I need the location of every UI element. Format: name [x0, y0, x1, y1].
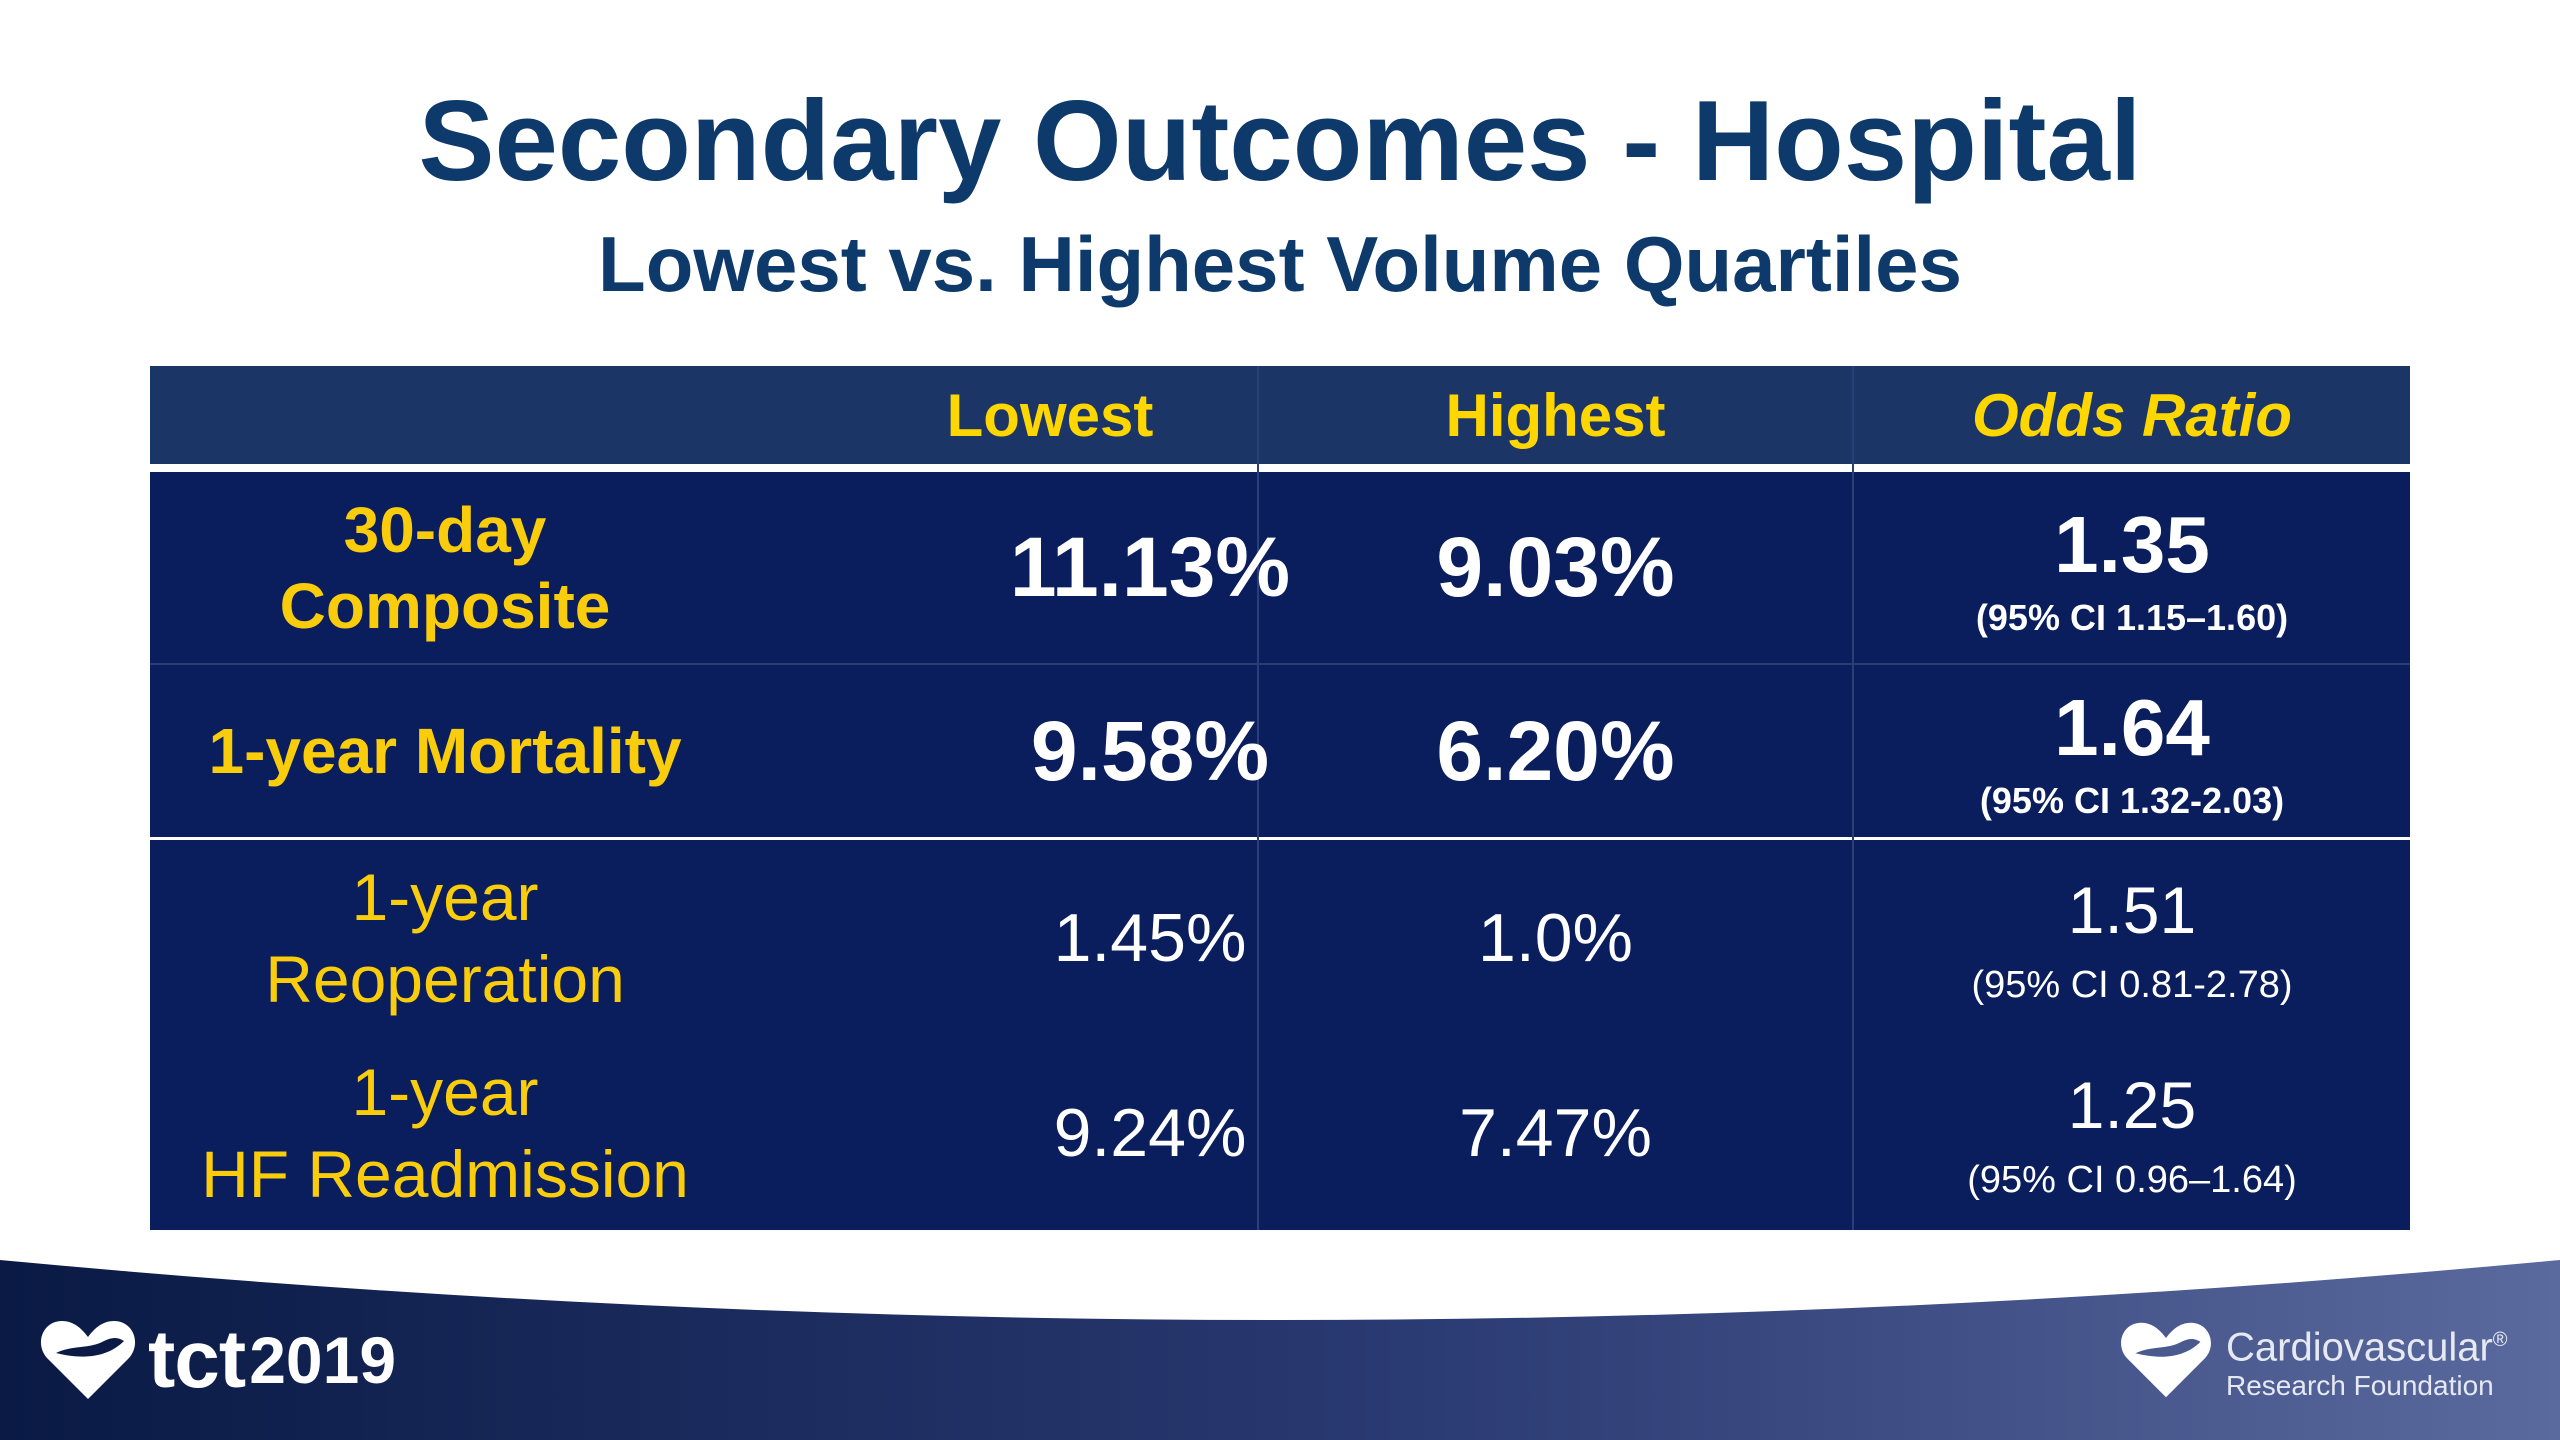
row-label-1-year-hf-readmission: 1-year HF Readmission [150, 1035, 740, 1230]
odds-ratio-value: 1.51 [2067, 873, 2197, 947]
table-header-row [150, 366, 2410, 464]
header-odds-ratio: Odds Ratio [1971, 381, 2292, 449]
tct-logo: tct 2019 [38, 1310, 396, 1410]
crf-logo-subtitle: Research Foundation [2226, 1369, 2494, 1401]
confidence-interval: (95% CI 0.81-2.78) [1971, 964, 2293, 1006]
row-label-line1: 1-year [351, 859, 539, 934]
crf-logo-name: Cardiovascular® [2226, 1325, 2508, 1370]
section-separator [150, 837, 2410, 840]
confidence-interval: (95% CI 0.96–1.64) [1967, 1159, 2297, 1201]
tct-logo-text: tct [148, 1314, 246, 1405]
row-label-1-year-reoperation: 1-year Reoperation [150, 840, 740, 1035]
heart-logo-icon [40, 1321, 136, 1399]
row-label-30-day-composite: 30-day Composite [150, 472, 740, 663]
odds-ratio-value: 1.35 [2054, 499, 2210, 589]
row-label-1-year-mortality: 1-year Mortality [208, 715, 682, 787]
crf-logo: Cardiovascular® Research Foundation [2118, 1310, 2508, 1410]
registered-mark: ® [2492, 1329, 2508, 1352]
confidence-interval: (95% CI 1.15–1.60) [1975, 596, 2289, 638]
cell-lowest: 1.45% [1053, 899, 1247, 976]
column-divider [1852, 366, 1854, 1230]
cell-odds-ratio: 1.25 (95% CI 0.96–1.64) [1854, 1035, 2410, 1230]
cell-highest: 7.47% [1459, 1094, 1652, 1171]
cell-lowest: 9.24% [1053, 1094, 1247, 1171]
row-label-line2: HF Readmission [201, 1136, 689, 1211]
confidence-interval: (95% CI 1.32-2.03) [1979, 780, 2285, 821]
odds-ratio-value: 1.25 [2067, 1068, 2197, 1142]
cell-odds-ratio: 1.35 (95% CI 1.15–1.60) [1854, 472, 2410, 663]
header-lowest: Lowest [946, 381, 1154, 449]
odds-ratio-value: 1.64 [2054, 683, 2210, 772]
header-separator [150, 464, 2410, 472]
row-divider [150, 663, 2410, 665]
slide-subtitle: Lowest vs. Highest Volume Quartiles [598, 220, 1962, 308]
row-label-line2: Composite [279, 569, 611, 642]
cell-odds-ratio: 1.51 (95% CI 0.81-2.78) [1854, 840, 2410, 1035]
column-divider [1257, 366, 1259, 1230]
footer-band [0, 1260, 2560, 1440]
cell-lowest: 9.58% [1030, 703, 1270, 798]
cell-highest: 1.0% [1478, 899, 1633, 976]
cell-highest: 6.20% [1436, 703, 1675, 798]
heart-logo-icon [2121, 1322, 2211, 1398]
tct-logo-year: 2019 [249, 1323, 397, 1397]
outcomes-table: Lowest Highest Odds Ratio 30-day Composi… [150, 366, 2410, 1230]
row-label-line2: Reoperation [265, 941, 625, 1016]
cell-odds-ratio: 1.64 (95% CI 1.32-2.03) [1854, 665, 2410, 837]
slide-title: Secondary Outcomes - Hospital [418, 78, 2142, 205]
header-highest: Highest [1445, 381, 1666, 449]
header-outcome [150, 366, 740, 464]
cell-highest: 9.03% [1436, 520, 1675, 614]
row-label-line1: 30-day [343, 493, 547, 566]
row-label-line1: 1-year [351, 1054, 539, 1129]
cell-lowest: 11.13% [1009, 520, 1291, 614]
